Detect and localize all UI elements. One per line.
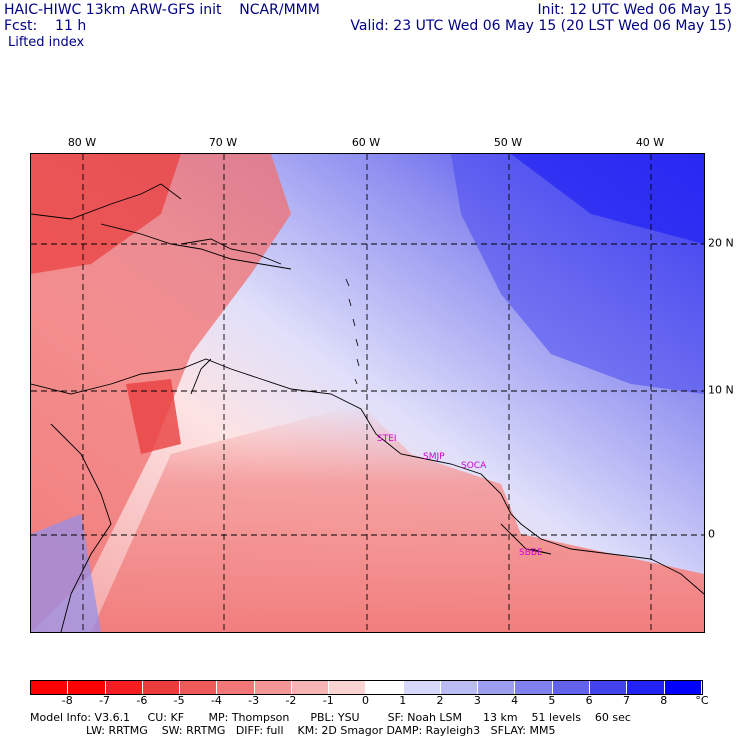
- model-info-line1: Model Info: V3.6.1 CU: KF MP: Thompson P…: [30, 711, 631, 724]
- model-info-line2: LW: RRTMG SW: RRTMG DIFF: full KM: 2D Sm…: [30, 724, 556, 737]
- colorbar-tick-label: -3: [248, 694, 260, 707]
- colorbar-swatch: [515, 681, 553, 694]
- lat-label-20n: 20 N: [708, 236, 734, 250]
- colorbar-unit: °C: [695, 694, 709, 707]
- colorbar-swatch: [291, 681, 330, 694]
- colorbar-tick-label: -4: [210, 694, 222, 707]
- colorbar-swatch: [627, 681, 665, 694]
- colorbar-tick-label: 2: [436, 694, 444, 707]
- lon-label-50w: 50 W: [493, 136, 523, 149]
- colorbar-tick-label: 8: [660, 694, 668, 707]
- header-init: Init: 12 UTC Wed 06 May 15: [537, 2, 732, 18]
- colorbar-tick-label: -5: [173, 694, 185, 707]
- coastlines: [31, 183, 704, 632]
- lon-label-70w: 70 W: [208, 136, 238, 149]
- colorbar-swatch: [478, 681, 516, 694]
- station-sbbe: SBBE: [519, 548, 543, 558]
- colorbar-tick-label: -8: [61, 694, 73, 707]
- colorbar-tick-label: 4: [511, 694, 519, 707]
- colorbar-tick-label: 1: [399, 694, 407, 707]
- lon-label-40w: 40 W: [635, 136, 665, 149]
- colorbar-swatch: [254, 681, 292, 694]
- colorbar-swatch: [440, 681, 479, 694]
- colorbar-swatch: [589, 681, 628, 694]
- unstable-patch: [126, 379, 181, 454]
- colorbar-tick-label: 3: [473, 694, 481, 707]
- colorbar-swatch: [403, 681, 441, 694]
- colorbar-tick-label: 0: [362, 694, 369, 707]
- lat-label-10n: 10 N: [708, 383, 734, 397]
- lon-label-60w: 60 W: [351, 136, 381, 149]
- header-title: HAIC-HIWC 13km ARW-GFS init NCAR/MMM: [4, 2, 320, 18]
- colorbar-tick-label: -2: [285, 694, 297, 707]
- colorbar-swatch: [366, 681, 404, 694]
- colorbar-swatch: [664, 681, 702, 694]
- lon-label-80w: 80 W: [67, 136, 97, 149]
- colorbar: [30, 680, 703, 695]
- colorbar-swatch: [552, 681, 590, 694]
- colorbar-swatch: [142, 681, 181, 694]
- unstable-south: [91, 404, 704, 632]
- pacific-stable: [31, 514, 101, 632]
- colorbar-tick-label: 7: [622, 694, 630, 707]
- header-forecast: Fcst: 11 h: [4, 18, 87, 34]
- colorbar-tick-label: -6: [136, 694, 148, 707]
- colorbar-tick-label: 5: [548, 694, 556, 707]
- station-soca: SOCA: [461, 461, 487, 471]
- lesser-antilles: [345, 278, 360, 385]
- colorbar-swatch: [329, 681, 367, 694]
- station-smjp: SMJP: [423, 452, 445, 462]
- stable-core: [511, 154, 704, 244]
- colorbar-swatch: [105, 681, 143, 694]
- colorbar-tick-label: -7: [99, 694, 111, 707]
- graticule: [31, 154, 704, 632]
- colorbar-swatch: [180, 681, 218, 694]
- header-valid: Valid: 23 UTC Wed 06 May 15 (20 LST Wed …: [350, 18, 732, 34]
- field-name: Lifted index: [8, 35, 85, 50]
- lifted-index-map: STEI SMJP SOCA SBBE: [30, 153, 705, 633]
- lat-label-0: 0: [708, 527, 715, 541]
- station-stei: STEI: [377, 434, 397, 444]
- colorbar-swatch: [31, 681, 69, 694]
- unstable-core: [31, 154, 181, 274]
- map-canvas: [31, 154, 704, 632]
- colorbar-tick-label: -1: [322, 694, 334, 707]
- colorbar-tick-label: 6: [585, 694, 593, 707]
- colorbar-swatch: [217, 681, 255, 694]
- colorbar-swatch: [68, 681, 106, 694]
